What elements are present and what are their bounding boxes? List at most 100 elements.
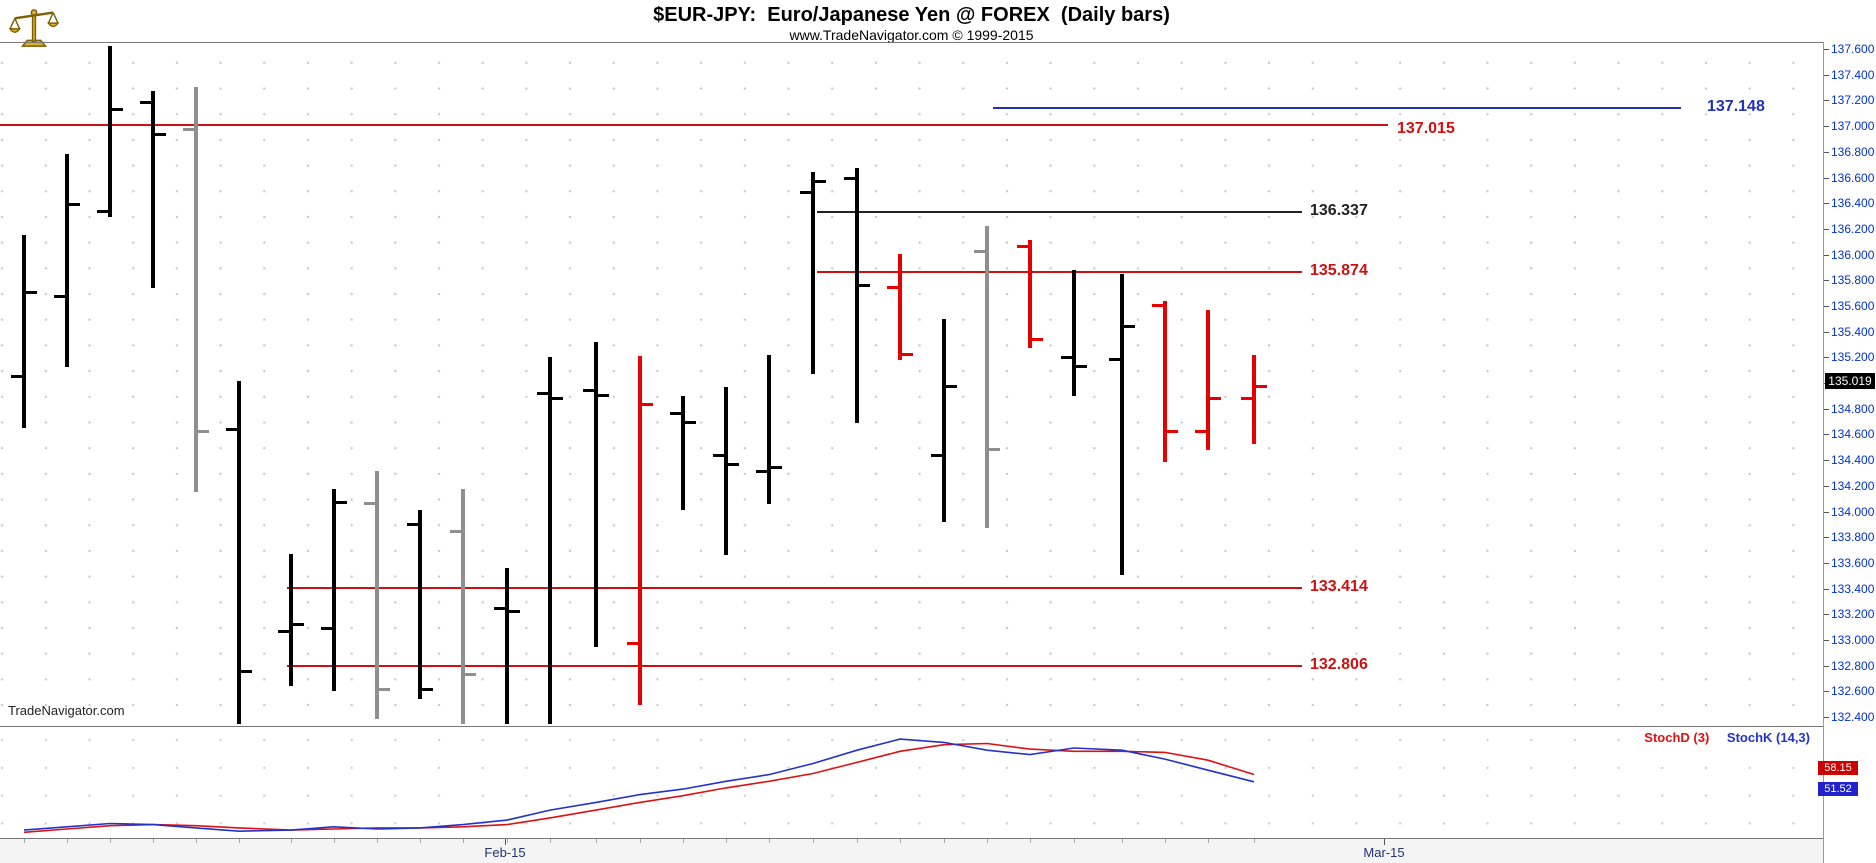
stochd-label[interactable]: StochD (3) bbox=[1644, 730, 1710, 745]
price-tick-label: 135.400 bbox=[1831, 324, 1875, 339]
ohlc-open-tick bbox=[974, 250, 987, 254]
ohlc-bar bbox=[548, 357, 552, 725]
ohlc-bar bbox=[985, 226, 989, 528]
ohlc-open-tick bbox=[11, 374, 24, 378]
price-tick bbox=[1824, 254, 1829, 256]
ohlc-open-tick bbox=[1017, 245, 1030, 248]
day-tick bbox=[291, 839, 292, 843]
chart-title: $EUR-JPY: Euro/Japanese Yen @ FOREX (Dai… bbox=[653, 4, 1170, 26]
price-tick bbox=[1824, 485, 1829, 487]
price-tick bbox=[1824, 151, 1829, 153]
ohlc-close-tick bbox=[24, 291, 37, 295]
stochd-value-badge: 58.15 bbox=[1818, 760, 1858, 775]
ohlc-close-tick bbox=[550, 396, 563, 400]
day-tick bbox=[239, 839, 240, 843]
ohlc-bar bbox=[1028, 240, 1032, 348]
ohlc-close-tick bbox=[1165, 430, 1178, 433]
ohlc-open-tick bbox=[1195, 430, 1208, 433]
ohlc-close-tick bbox=[857, 283, 870, 287]
price-tick bbox=[1824, 537, 1829, 539]
ohlc-open-tick bbox=[494, 607, 507, 611]
price-tick bbox=[1824, 717, 1829, 718]
ohlc-open-tick bbox=[756, 469, 769, 473]
day-tick bbox=[1030, 839, 1031, 843]
price-tick-label: 134.800 bbox=[1831, 401, 1875, 416]
day-tick bbox=[900, 839, 901, 843]
ohlc-bar bbox=[681, 395, 685, 510]
ohlc-bar bbox=[332, 489, 336, 691]
ohlc-open-tick bbox=[887, 286, 900, 290]
price-tick-label: 133.600 bbox=[1831, 555, 1875, 570]
ohlc-open-tick bbox=[931, 454, 944, 458]
stochd-line bbox=[23, 742, 1255, 834]
day-tick bbox=[1254, 839, 1255, 843]
day-tick bbox=[640, 839, 641, 843]
ohlc-close-tick bbox=[377, 688, 390, 692]
ohlc-close-tick bbox=[463, 672, 476, 676]
price-level-line[interactable] bbox=[817, 211, 1302, 214]
price-tick bbox=[1824, 203, 1829, 205]
ohlc-open-tick bbox=[1241, 396, 1254, 400]
price-tick bbox=[1824, 460, 1829, 462]
ohlc-close-tick bbox=[1122, 324, 1135, 328]
price-level-line[interactable] bbox=[993, 107, 1681, 110]
chart-header: $EUR-JPY: Euro/Japanese Yen @ FOREX (Dai… bbox=[0, 0, 1823, 47]
price-level-line[interactable] bbox=[287, 586, 1302, 589]
price-tick-label: 134.400 bbox=[1831, 453, 1875, 468]
price-tick-label: 133.000 bbox=[1831, 632, 1875, 647]
price-tick-label: 135.800 bbox=[1831, 273, 1875, 288]
ohlc-close-tick bbox=[726, 463, 739, 467]
ohlc-open-tick bbox=[278, 630, 291, 634]
chart-subtitle: www.TradeNavigator.com © 1999-2015 bbox=[789, 27, 1034, 43]
ohlc-bar bbox=[724, 386, 728, 555]
price-level-line[interactable] bbox=[287, 664, 1302, 667]
price-chart-area[interactable]: TradeNavigator.com 137.148 137.015 136.337… bbox=[0, 42, 1823, 726]
ohlc-close-tick bbox=[1074, 364, 1087, 368]
day-tick bbox=[420, 839, 421, 843]
price-tick bbox=[1824, 665, 1829, 667]
stochastic-panel[interactable]: StochD (3) StochK (14,3) bbox=[0, 726, 1876, 838]
ohlc-bar bbox=[194, 87, 198, 492]
ohlc-bar bbox=[594, 341, 598, 648]
ohlc-open-tick bbox=[183, 128, 196, 132]
price-tick bbox=[1824, 280, 1829, 282]
price-tick bbox=[1824, 177, 1829, 179]
price-level-line[interactable] bbox=[0, 124, 1388, 127]
price-tick-label: 134.600 bbox=[1831, 427, 1875, 442]
ohlc-bar bbox=[418, 509, 422, 699]
ohlc-close-tick bbox=[1208, 396, 1221, 400]
price-tick-label: 137.000 bbox=[1831, 119, 1875, 134]
ohlc-bar bbox=[289, 553, 293, 686]
day-tick bbox=[377, 839, 378, 843]
price-tick bbox=[1824, 100, 1829, 102]
price-tick bbox=[1824, 126, 1829, 128]
ohlc-open-tick bbox=[321, 626, 334, 630]
price-tick bbox=[1824, 49, 1829, 50]
month-label: Feb-15 bbox=[484, 845, 526, 860]
price-tick-label: 133.800 bbox=[1831, 530, 1875, 545]
ohlc-bar bbox=[151, 91, 155, 288]
day-tick bbox=[550, 839, 551, 843]
ohlc-open-tick bbox=[54, 295, 67, 299]
ohlc-bar bbox=[855, 168, 859, 423]
ohlc-bar bbox=[22, 235, 26, 428]
ohlc-bar bbox=[108, 46, 112, 217]
day-tick bbox=[596, 839, 597, 843]
ohlc-open-tick bbox=[364, 502, 377, 505]
ohlc-open-tick bbox=[1061, 355, 1074, 359]
day-tick bbox=[196, 839, 197, 843]
price-axis[interactable]: 135.019 137.600 137.400 137.200 137.000 136.… bbox=[1823, 42, 1876, 863]
ohlc-open-tick bbox=[140, 101, 153, 105]
price-tick-label: 136.800 bbox=[1831, 144, 1875, 159]
indicator-legend: StochD (3) StochK (14,3) bbox=[1630, 730, 1810, 745]
price-tick bbox=[1824, 562, 1829, 564]
ohlc-bar bbox=[638, 355, 642, 706]
ohlc-close-tick bbox=[1030, 337, 1043, 341]
ohlc-close-tick bbox=[900, 353, 913, 356]
ohlc-bar bbox=[1120, 273, 1124, 576]
stochk-label[interactable]: StochK (14,3) bbox=[1726, 730, 1810, 745]
price-level-line[interactable] bbox=[817, 270, 1302, 273]
time-axis[interactable]: Feb-15 Mar-15 bbox=[0, 838, 1876, 863]
ohlc-close-tick bbox=[334, 500, 347, 504]
